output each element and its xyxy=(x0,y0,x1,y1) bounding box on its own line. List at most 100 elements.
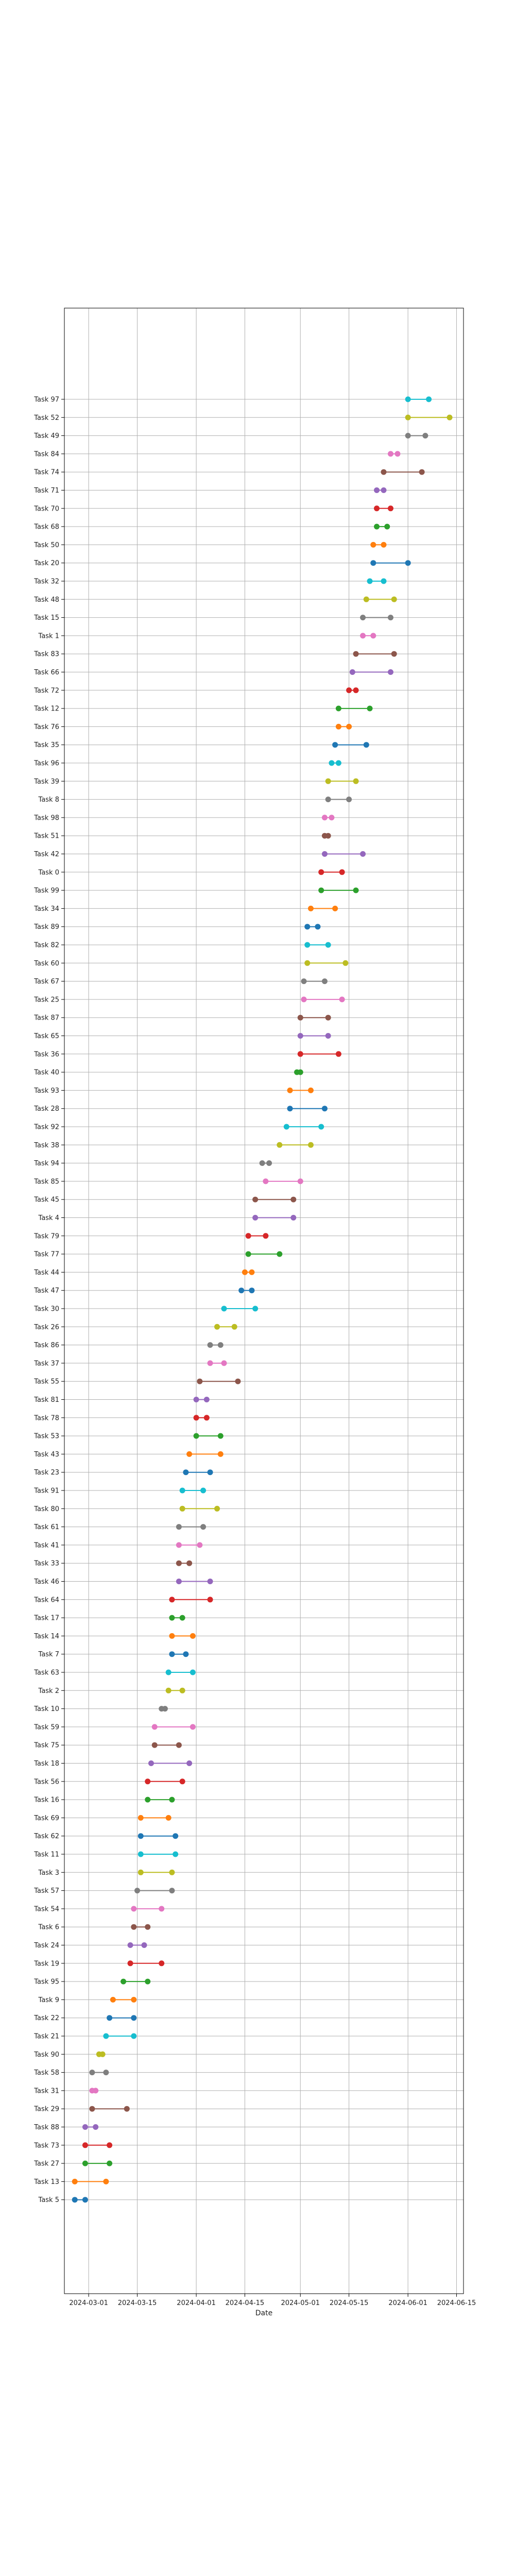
y-tick-label: Task 28 xyxy=(33,1105,59,1113)
y-tick-label: Task 53 xyxy=(33,1433,59,1440)
y-tick-label: Task 80 xyxy=(33,1505,59,1513)
y-tick-label: Task 33 xyxy=(33,1560,59,1568)
task-dumbbell xyxy=(151,1742,182,1748)
y-tick-label: Task 49 xyxy=(33,432,59,440)
y-tick-label: Task 76 xyxy=(33,723,59,731)
task-dumbbell xyxy=(169,1597,213,1603)
task-start-point xyxy=(179,1505,185,1512)
task-start-point xyxy=(353,651,359,657)
task-end-point xyxy=(145,1924,151,1930)
task-end-point xyxy=(325,1033,331,1039)
task-start-point xyxy=(335,705,341,711)
y-tick-label: Task 63 xyxy=(33,1669,59,1677)
task-start-point xyxy=(169,1633,175,1639)
task-end-point xyxy=(447,414,453,420)
x-tick-label: 2024-03-01 xyxy=(69,2299,108,2307)
task-dumbbell xyxy=(304,924,321,930)
y-tick-label: Task 85 xyxy=(33,1178,59,1185)
task-start-point xyxy=(127,1960,133,1967)
y-tick-label: Task 20 xyxy=(33,560,59,567)
task-start-point xyxy=(297,1033,303,1039)
task-start-point xyxy=(176,1579,182,1584)
task-dumbbell xyxy=(151,1724,196,1730)
task-end-point xyxy=(290,1215,297,1221)
y-tick-label: Task 32 xyxy=(33,578,59,586)
task-start-point xyxy=(405,396,411,402)
task-start-point xyxy=(346,687,352,693)
task-start-point xyxy=(245,1251,251,1257)
task-end-point xyxy=(190,1724,196,1730)
task-end-point xyxy=(249,1287,255,1294)
task-start-point xyxy=(107,2015,113,2021)
y-tick-label: Task 15 xyxy=(33,614,59,622)
task-end-point xyxy=(159,1906,165,1912)
y-tick-label: Task 77 xyxy=(33,1251,59,1259)
x-axis-label: Date xyxy=(255,2309,272,2317)
y-tick-label: Task 14 xyxy=(33,1633,59,1640)
task-end-point xyxy=(169,1797,175,1803)
task-dumbbell xyxy=(283,1124,324,1130)
task-dumbbell xyxy=(193,1433,224,1439)
y-tick-label: Task 38 xyxy=(33,1142,59,1149)
task-start-point xyxy=(374,487,380,493)
y-tick-label: Task 6 xyxy=(38,1924,59,1931)
task-start-point xyxy=(169,1597,175,1603)
task-start-point xyxy=(207,1342,213,1348)
task-start-point xyxy=(179,1487,185,1494)
task-start-point xyxy=(221,1306,227,1312)
task-dumbbell xyxy=(207,1360,227,1366)
task-start-point xyxy=(82,2124,88,2130)
task-start-point xyxy=(165,1669,171,1675)
task-dumbbell xyxy=(287,1106,328,1112)
task-end-point xyxy=(363,742,369,748)
y-tick-label: Task 8 xyxy=(38,796,59,804)
y-tick-label: Task 96 xyxy=(33,760,59,768)
y-tick-label: Task 47 xyxy=(33,1287,59,1295)
y-tick-label: Task 81 xyxy=(33,1396,59,1404)
y-tick-label: Task 89 xyxy=(33,923,59,931)
task-start-point xyxy=(238,1287,245,1294)
task-start-point xyxy=(138,1869,144,1875)
y-tick-label: Task 74 xyxy=(33,469,59,477)
y-tick-label: Task 65 xyxy=(33,1032,59,1040)
y-tick-label: Task 98 xyxy=(33,814,59,822)
y-tick-label: Task 42 xyxy=(33,851,59,858)
y-tick-label: Task 78 xyxy=(33,1414,59,1422)
task-start-point xyxy=(349,669,355,675)
y-tick-label: Task 94 xyxy=(33,1160,59,1167)
task-start-point xyxy=(405,414,411,420)
task-dumbbell xyxy=(360,615,393,621)
y-gridlines xyxy=(64,399,464,2200)
task-dumbbell xyxy=(294,1069,303,1075)
task-dumbbell xyxy=(335,723,352,730)
y-tick-label: Task 7 xyxy=(38,1651,59,1658)
task-end-point xyxy=(370,633,376,639)
task-dumbbell xyxy=(245,1251,283,1257)
task-dumbbell xyxy=(145,1778,185,1785)
task-end-point xyxy=(99,2051,106,2057)
y-axis-ticks: Task 97 Task 52 Task 49 Task 84 Task 74 Task … xyxy=(33,396,64,2204)
task-dumbbell xyxy=(82,2142,113,2148)
task-dumbbell xyxy=(207,1342,224,1348)
task-end-point xyxy=(203,1415,210,1421)
task-dumbbell xyxy=(176,1542,203,1548)
task-start-point xyxy=(381,469,387,475)
task-end-point xyxy=(190,1669,196,1675)
task-end-point xyxy=(325,833,331,839)
y-tick-label: Task 90 xyxy=(33,2051,59,2059)
task-dumbbell xyxy=(138,1815,171,1821)
task-dumbbell xyxy=(321,833,331,839)
task-end-point xyxy=(190,1633,196,1639)
task-start-point xyxy=(370,541,376,548)
task-start-point xyxy=(370,560,376,566)
task-end-point xyxy=(173,1833,179,1839)
task-dumbbell xyxy=(183,1469,213,1476)
task-dumbbell xyxy=(387,451,401,457)
task-end-point xyxy=(391,596,397,602)
task-start-point xyxy=(89,2106,95,2112)
y-tick-label: Task 62 xyxy=(33,1833,59,1840)
x-tick-label: 2024-04-01 xyxy=(177,2299,216,2307)
task-end-point xyxy=(422,433,428,439)
x-axis-ticks: 2024-03-01 2024-03-15 2024-04-01 2024-04-15… xyxy=(69,2294,476,2307)
y-tick-label: Task 18 xyxy=(33,1760,59,1768)
